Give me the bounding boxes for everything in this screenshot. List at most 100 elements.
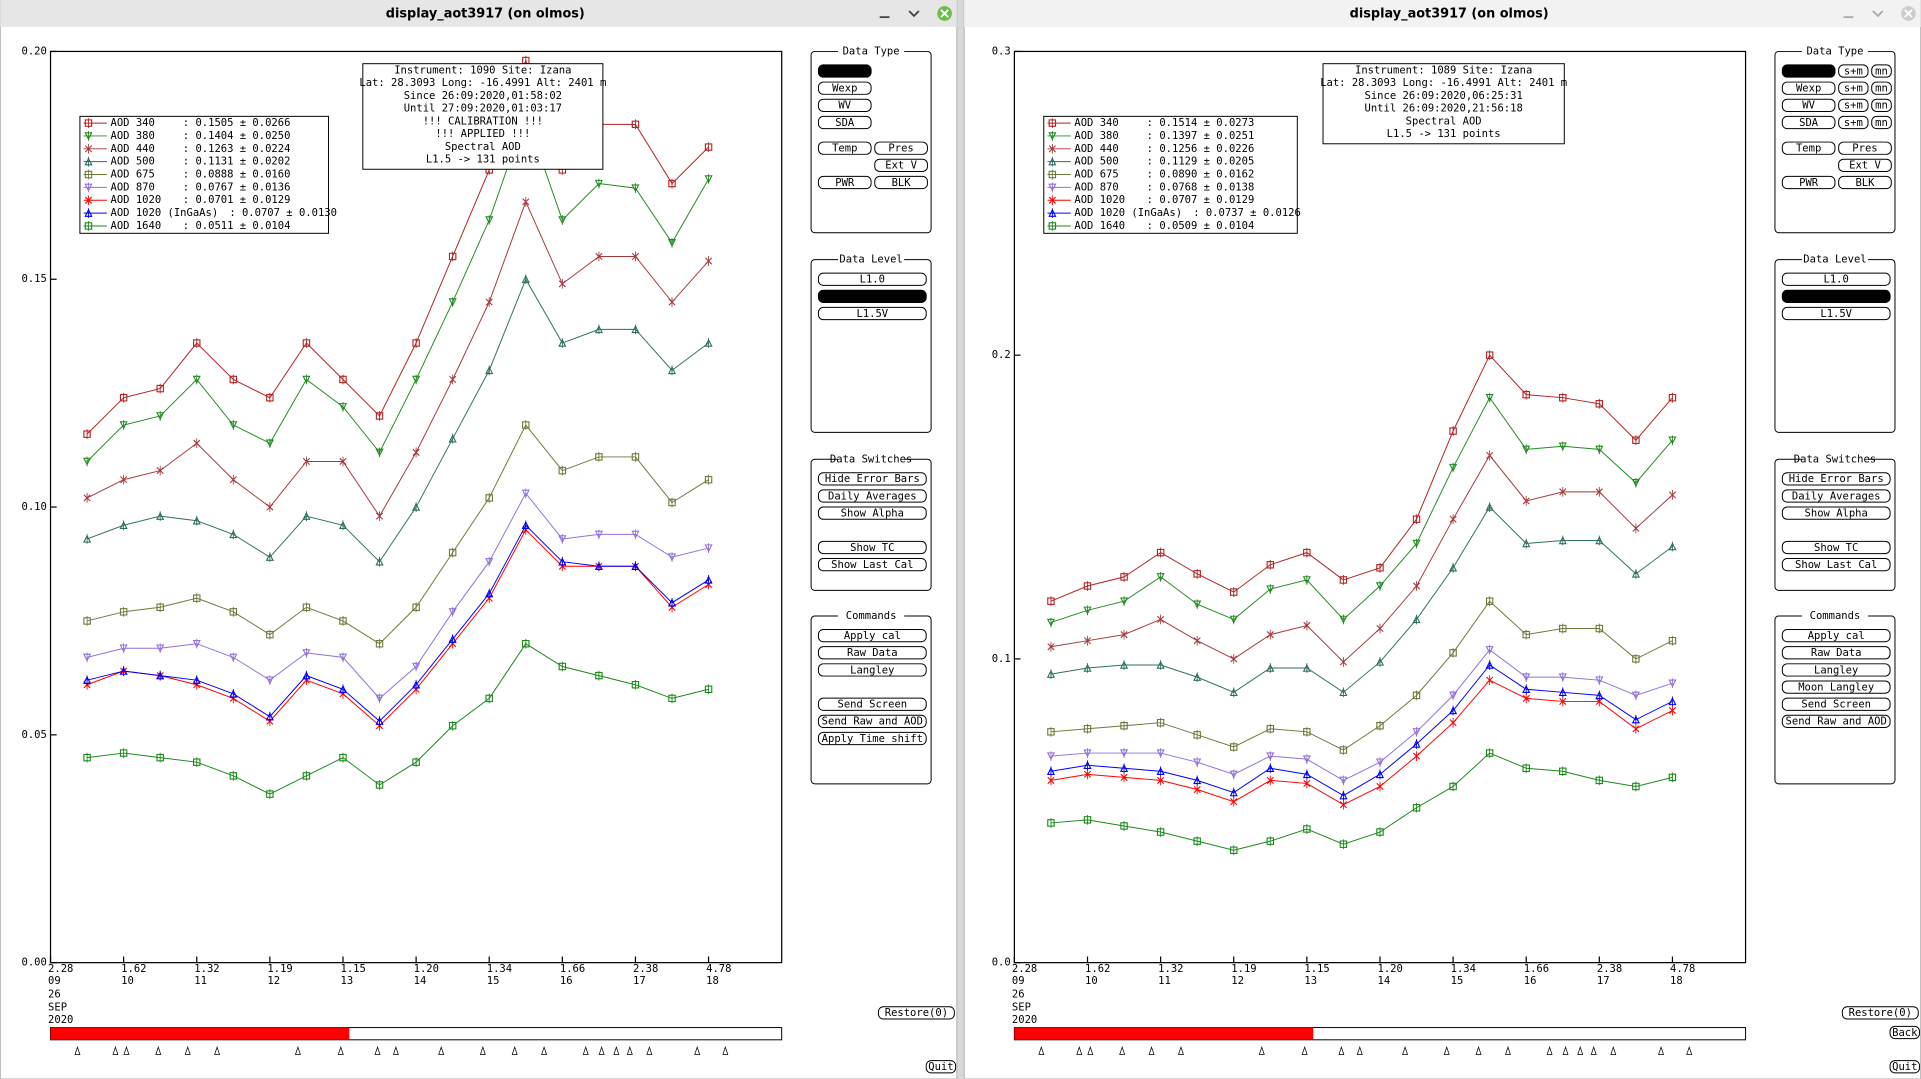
button[interactable]: [817, 289, 927, 304]
button-label[interactable]: Restore(0): [1849, 1007, 1912, 1019]
button[interactable]: [1781, 98, 1836, 112]
button-label[interactable]: Daily Averages: [828, 490, 917, 502]
button-label[interactable]: L1.5: [860, 291, 885, 303]
button[interactable]: [1838, 98, 1869, 112]
button-label[interactable]: Langley: [850, 664, 894, 676]
button-label[interactable]: Show Alpha: [841, 508, 904, 520]
button-label[interactable]: Show TC: [1814, 542, 1858, 554]
button-label[interactable]: Apply cal: [844, 630, 901, 642]
button[interactable]: [817, 646, 927, 660]
button-label[interactable]: mn: [1875, 117, 1888, 129]
button-label[interactable]: PWR: [835, 177, 855, 189]
button[interactable]: [1781, 472, 1891, 486]
button[interactable]: [1781, 697, 1891, 711]
button[interactable]: [1871, 81, 1892, 95]
button-label[interactable]: SDA: [835, 117, 855, 129]
button[interactable]: [1838, 175, 1892, 190]
button-label[interactable]: Pres: [1852, 143, 1877, 155]
close-cross[interactable]: [1904, 9, 1913, 18]
button-label[interactable]: Show Last Cal: [831, 559, 913, 571]
button[interactable]: [1841, 1006, 1919, 1020]
button[interactable]: [1781, 489, 1891, 503]
button-label[interactable]: Back: [1892, 1027, 1918, 1039]
button[interactable]: [1781, 557, 1891, 572]
button[interactable]: [1838, 64, 1869, 78]
maximize-icon[interactable]: [1872, 10, 1884, 18]
button[interactable]: [817, 557, 927, 572]
button-label[interactable]: Raw Data: [847, 647, 898, 659]
button[interactable]: [877, 1006, 955, 1020]
button[interactable]: [817, 489, 927, 503]
button-label[interactable]: Send Raw and AOD: [1786, 716, 1887, 728]
button[interactable]: [1781, 540, 1891, 555]
button[interactable]: [817, 663, 927, 677]
button-label[interactable]: Show TC: [850, 542, 894, 554]
button[interactable]: [817, 272, 927, 286]
button[interactable]: [1781, 115, 1836, 130]
button-label[interactable]: SDA: [1799, 117, 1819, 129]
button-label[interactable]: Quit: [928, 1061, 953, 1073]
button-label[interactable]: Show Alpha: [1805, 508, 1868, 520]
button[interactable]: [1838, 158, 1892, 172]
maximize-icon[interactable]: [908, 10, 920, 18]
button-label[interactable]: Raw Data: [1811, 647, 1862, 659]
button[interactable]: [1781, 272, 1891, 286]
button[interactable]: [1781, 506, 1891, 520]
button-label[interactable]: Send Screen: [1801, 699, 1871, 711]
button[interactable]: [1871, 98, 1892, 112]
button-label[interactable]: WV: [838, 100, 851, 112]
button-label[interactable]: Show Last Cal: [1795, 559, 1877, 571]
button[interactable]: [1781, 629, 1891, 643]
button-label[interactable]: s+m: [1844, 100, 1863, 112]
button-label[interactable]: Apply cal: [1808, 630, 1865, 642]
button-label[interactable]: s+m: [1844, 65, 1863, 77]
button[interactable]: [1781, 306, 1891, 321]
button[interactable]: [1781, 663, 1891, 677]
button-label[interactable]: PWR: [1799, 177, 1819, 189]
button[interactable]: [817, 629, 927, 643]
button[interactable]: [1889, 1060, 1920, 1074]
button[interactable]: [1781, 289, 1891, 304]
button[interactable]: [1781, 680, 1891, 694]
button-label[interactable]: L1.5: [1824, 291, 1849, 303]
button-label[interactable]: AOD: [835, 65, 854, 77]
button-label[interactable]: Send Raw and AOD: [822, 716, 923, 728]
button[interactable]: [1781, 64, 1836, 78]
button-label[interactable]: Hide Error Bars: [825, 473, 920, 485]
button-label[interactable]: L1.5V: [856, 308, 888, 320]
button-label[interactable]: mn: [1875, 83, 1888, 95]
button-label[interactable]: AOD: [1799, 65, 1818, 77]
button[interactable]: [817, 506, 927, 520]
button[interactable]: [1889, 1025, 1920, 1040]
button[interactable]: [817, 64, 872, 78]
button[interactable]: [1781, 646, 1891, 660]
button-label[interactable]: Quit: [1892, 1061, 1917, 1073]
button-label[interactable]: Wexp: [1796, 83, 1821, 95]
button[interactable]: [874, 158, 928, 172]
button[interactable]: [1871, 64, 1892, 78]
button[interactable]: [1838, 81, 1869, 95]
button-label[interactable]: Wexp: [832, 83, 857, 95]
button-label[interactable]: Ext V: [1849, 160, 1881, 172]
button-label[interactable]: Apply Time shift: [822, 733, 923, 745]
button[interactable]: [817, 115, 872, 130]
button-label[interactable]: Temp: [832, 143, 857, 155]
button-label[interactable]: L1.5V: [1820, 308, 1852, 320]
button[interactable]: [817, 306, 927, 321]
close-cross[interactable]: [940, 9, 949, 18]
button-label[interactable]: L1.0: [1824, 274, 1849, 286]
button[interactable]: [817, 714, 927, 728]
button[interactable]: [1838, 141, 1892, 155]
button-label[interactable]: Temp: [1796, 143, 1821, 155]
button-label[interactable]: s+m: [1844, 83, 1863, 95]
button[interactable]: [817, 98, 872, 112]
button-label[interactable]: Daily Averages: [1792, 490, 1881, 502]
button[interactable]: [874, 175, 928, 190]
button-label[interactable]: Restore(0): [885, 1007, 948, 1019]
button-label[interactable]: WV: [1802, 100, 1815, 112]
button-label[interactable]: BLK: [892, 177, 912, 189]
button[interactable]: [1838, 115, 1869, 130]
button[interactable]: [817, 175, 872, 190]
button-label[interactable]: Hide Error Bars: [1789, 473, 1884, 485]
button-label[interactable]: mn: [1875, 100, 1888, 112]
